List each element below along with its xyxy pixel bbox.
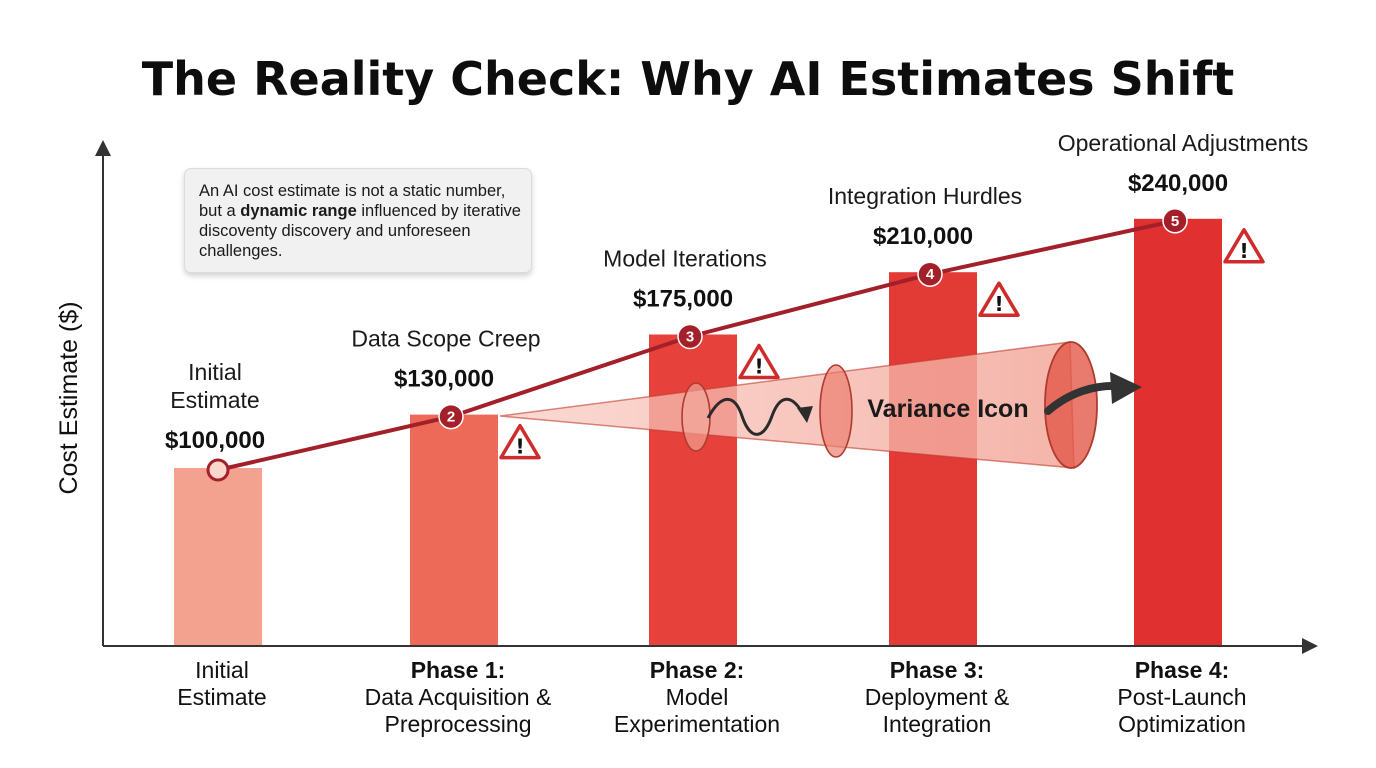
- tick-label-4: Integration: [883, 711, 992, 737]
- warning-icon: !: [738, 343, 780, 380]
- warning-icon: !: [1223, 228, 1265, 264]
- variance-cone-icon: [499, 341, 1142, 469]
- tick-label-1: Initial: [195, 657, 249, 683]
- warnings-layer: !!!!: [499, 228, 1265, 460]
- note-text-end: influenced by iterative discoventy disco…: [199, 202, 521, 260]
- value-label-1: $100,000: [165, 427, 265, 454]
- tick-label-2: Preprocessing: [384, 711, 531, 737]
- tick-label-5-heading: Phase 4:: [1135, 657, 1230, 683]
- marker-number-2: 2: [447, 409, 455, 426]
- tick-label-3: Experimentation: [614, 711, 780, 737]
- value-label-4: $210,000: [873, 223, 973, 250]
- warning-mark: !: [754, 355, 763, 379]
- bar-5: [1134, 218, 1222, 647]
- bar-3: [649, 334, 737, 646]
- warning-mark: !: [515, 435, 524, 459]
- bar-1: [174, 468, 262, 646]
- tick-label-4-heading: Phase 3:: [890, 657, 985, 683]
- tick-label-3: Model: [666, 684, 729, 710]
- tick-label-1: Estimate: [177, 684, 266, 710]
- point-label-4: Integration Hurdles: [828, 183, 1022, 209]
- value-label-3: $175,000: [633, 286, 733, 313]
- y-axis-label: Cost Estimate ($): [55, 301, 83, 494]
- tick-label-3-heading: Phase 2:: [650, 657, 745, 683]
- markers-layer: 2 3 4 5: [206, 208, 1188, 482]
- tick-label-4: Deployment &: [865, 684, 1009, 710]
- value-label-5: $240,000: [1128, 170, 1228, 197]
- warning-icon: !: [978, 281, 1020, 317]
- bar-2: [410, 414, 498, 646]
- marker-3: [677, 323, 703, 350]
- marker-initial: [206, 458, 230, 482]
- marker-number-4: 4: [926, 266, 935, 283]
- marker-2: [438, 403, 464, 430]
- tick-label-5: Post-Launch: [1117, 684, 1246, 710]
- point-label-5: Operational Adjustments: [1058, 130, 1309, 156]
- tick-label-2: Data Acquisition &: [365, 684, 552, 710]
- note-text-bold: dynamic range: [240, 202, 357, 220]
- point-label-3: Model Iterations: [603, 246, 767, 272]
- marker-5: [1162, 208, 1188, 234]
- note-text-start: An AI cost estimate is not a static numb…: [199, 182, 506, 220]
- note-callout: An AI cost estimate is not a static numb…: [184, 168, 532, 273]
- tick-label-2-heading: Phase 1:: [411, 657, 506, 683]
- warning-mark: !: [994, 292, 1003, 316]
- warning-icon: !: [499, 423, 541, 460]
- point-label-1: Estimate: [170, 387, 259, 413]
- point-label-2: Data Scope Creep: [351, 326, 540, 352]
- chart-title: The Reality Check: Why AI Estimates Shif…: [142, 52, 1234, 106]
- value-label-2: $130,000: [394, 366, 494, 393]
- bars-layer: [174, 218, 1222, 647]
- marker-4: [917, 261, 943, 287]
- marker-number-3: 3: [686, 329, 694, 346]
- marker-number-5: 5: [1171, 213, 1179, 230]
- bar-4: [889, 272, 977, 646]
- point-label-1: Initial: [188, 359, 242, 385]
- warning-mark: !: [1239, 239, 1248, 263]
- tick-label-5: Optimization: [1118, 711, 1246, 737]
- variance-icon-label: Variance Icon: [867, 395, 1028, 423]
